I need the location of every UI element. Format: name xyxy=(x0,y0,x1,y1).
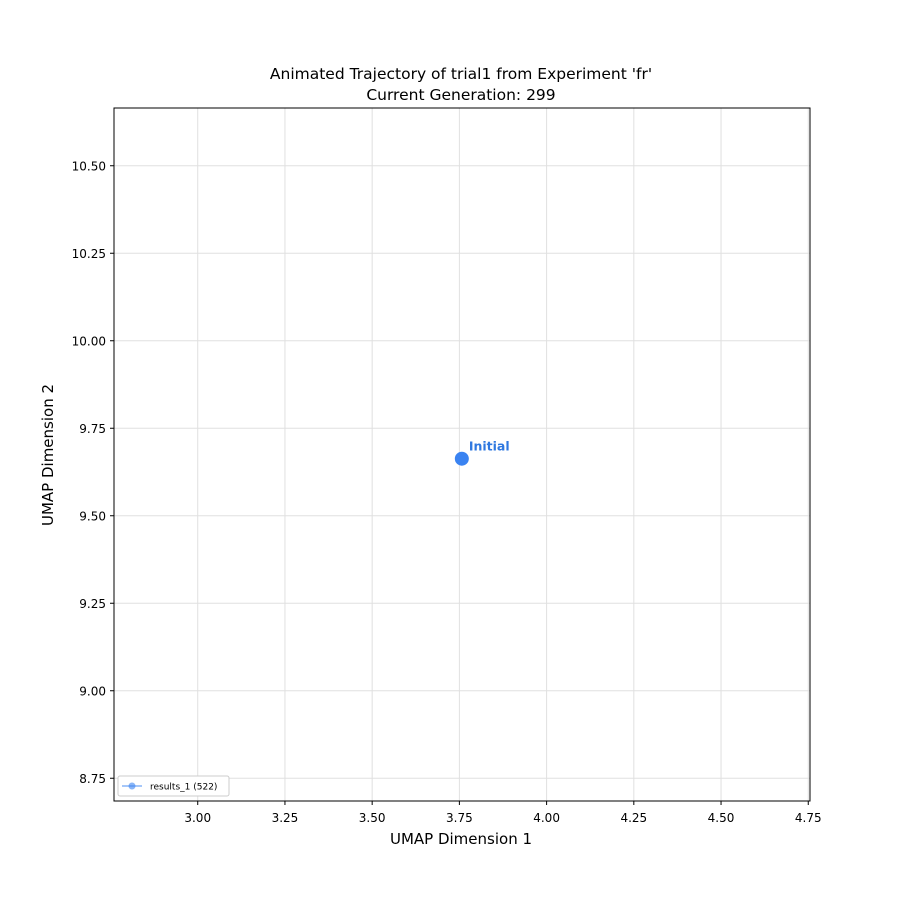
axis-ticks: 3.00 3.25 3.50 3.75 4.00 4.25 4.50 4.75 8.75 9.00… xyxy=(72,159,822,825)
y-tick-label: 9.00 xyxy=(79,684,106,698)
annotation-label: Initial xyxy=(469,439,510,454)
y-axis-label: UMAP Dimension 2 xyxy=(39,384,57,526)
x-tick-label: 4.75 xyxy=(795,811,822,825)
legend-label: results_1 (522) xyxy=(150,783,217,793)
y-tick-label: 9.75 xyxy=(79,422,106,436)
x-tick-label: 3.50 xyxy=(359,811,386,825)
x-tick-label: 3.00 xyxy=(184,811,211,825)
y-tick-label: 10.25 xyxy=(72,247,106,261)
x-tick-label: 4.00 xyxy=(533,811,560,825)
x-tick-label: 4.25 xyxy=(620,811,647,825)
legend-box xyxy=(117,775,230,797)
y-tick-label: 9.25 xyxy=(79,597,106,611)
x-tick-label: 3.25 xyxy=(272,811,299,825)
chart-title: Animated Trajectory of trial1 from Exper… xyxy=(270,65,652,83)
legend: results_1 (522) xyxy=(117,775,230,797)
x-tick-label: 3.75 xyxy=(446,811,473,825)
legend-marker xyxy=(128,782,136,790)
x-tick-label: 4.50 xyxy=(708,811,735,825)
y-tick-label: 10.00 xyxy=(72,334,106,348)
x-axis-label: UMAP Dimension 1 xyxy=(390,830,532,848)
data-layer: Initial xyxy=(454,439,510,466)
grid-lines xyxy=(114,108,810,801)
y-tick-label: 10.50 xyxy=(72,159,106,173)
y-tick-label: 9.50 xyxy=(79,509,106,523)
chart-subtitle: Current Generation: 299 xyxy=(366,86,555,104)
data-point xyxy=(454,451,469,466)
y-tick-label: 8.75 xyxy=(79,772,106,786)
plot-frame xyxy=(113,107,811,802)
